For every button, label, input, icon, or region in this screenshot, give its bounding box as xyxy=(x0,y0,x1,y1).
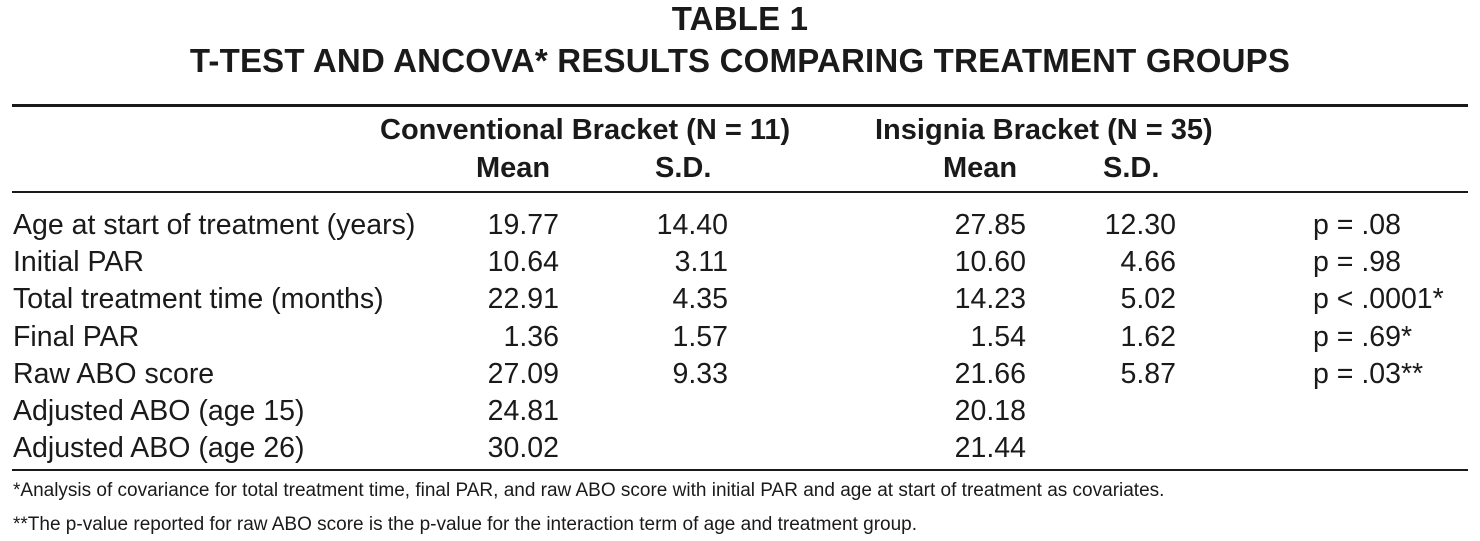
footnote-p-value: **The p-value reported for raw ABO score… xyxy=(13,514,918,535)
p-value-cell: p = .98 xyxy=(1313,246,1401,278)
table-row: Raw ABO score 27.09 9.33 21.66 5.87 p = … xyxy=(0,360,1480,397)
conventional-sd-header: S.D. xyxy=(655,152,712,184)
row-label: Adjusted ABO (age 15) xyxy=(13,395,305,427)
conventional-sd-cell: 9.33 xyxy=(672,358,728,390)
table-row: Total treatment time (months) 22.91 4.35… xyxy=(0,285,1480,322)
conventional-mean-cell: 27.09 xyxy=(487,358,559,390)
conventional-sd-cell: 3.11 xyxy=(674,246,728,278)
conventional-mean-header: Mean xyxy=(476,152,551,184)
conventional-sd-cell: 1.57 xyxy=(672,321,728,353)
conventional-mean-cell: 1.36 xyxy=(503,321,559,353)
insignia-mean-cell: 21.66 xyxy=(954,358,1026,390)
insignia-mean-cell: 10.60 xyxy=(954,246,1026,278)
insignia-mean-header: Mean xyxy=(943,152,1018,184)
row-label: Initial PAR xyxy=(13,246,144,278)
insignia-mean-cell: 14.23 xyxy=(954,283,1026,315)
conventional-sd-cell: 14.40 xyxy=(656,209,728,241)
table-subtitle: T-TEST AND ANCOVA* RESULTS COMPARING TRE… xyxy=(189,42,1291,79)
insignia-sd-cell: 1.62 xyxy=(1120,321,1176,353)
insignia-sd-cell: 5.87 xyxy=(1120,358,1176,390)
p-value-cell: p = .69* xyxy=(1313,321,1413,353)
insignia-sd-cell: 4.66 xyxy=(1120,246,1176,278)
table-row: Age at start of treatment (years) 19.77 … xyxy=(0,211,1480,248)
table-row: Final PAR 1.36 1.57 1.54 1.62 p = .69* xyxy=(0,323,1480,360)
insignia-mean-cell: 20.18 xyxy=(954,395,1026,427)
table-row: Initial PAR 10.64 3.11 10.60 4.66 p = .9… xyxy=(0,248,1480,285)
p-value-cell: p < .0001* xyxy=(1313,283,1444,315)
insignia-mean-cell: 27.85 xyxy=(954,209,1026,241)
insignia-sd-header: S.D. xyxy=(1103,152,1160,184)
insignia-sd-cell: 5.02 xyxy=(1120,283,1176,315)
table-row: Adjusted ABO (age 26) 30.02 21.44 xyxy=(0,434,1480,471)
conventional-mean-cell: 22.91 xyxy=(487,283,559,315)
row-label: Raw ABO score xyxy=(13,358,215,390)
row-label: Total treatment time (months) xyxy=(13,283,384,315)
row-label: Adjusted ABO (age 26) xyxy=(13,432,305,464)
conventional-sd-cell: 4.35 xyxy=(672,283,728,315)
header-rule xyxy=(12,191,1468,193)
top-rule xyxy=(12,104,1468,107)
p-value-cell: p = .03** xyxy=(1313,358,1424,390)
conventional-mean-cell: 10.64 xyxy=(487,246,559,278)
footnote-ancova: *Analysis of covariance for total treatm… xyxy=(13,480,1165,501)
row-label: Final PAR xyxy=(13,321,140,353)
insignia-mean-cell: 1.54 xyxy=(970,321,1026,353)
conventional-mean-cell: 24.81 xyxy=(487,395,559,427)
row-label: Age at start of treatment (years) xyxy=(13,209,416,241)
table-row: Adjusted ABO (age 15) 24.81 20.18 xyxy=(0,397,1480,434)
conventional-mean-cell: 30.02 xyxy=(487,432,559,464)
conventional-mean-cell: 19.77 xyxy=(487,209,559,241)
group-header-insignia: Insignia Bracket (N = 35) xyxy=(875,114,1213,146)
table-title: TABLE 1 xyxy=(671,0,809,37)
insignia-mean-cell: 21.44 xyxy=(954,432,1026,464)
p-value-cell: p = .08 xyxy=(1313,209,1401,241)
group-header-conventional: Conventional Bracket (N = 11) xyxy=(380,114,791,146)
insignia-sd-cell: 12.30 xyxy=(1104,209,1176,241)
bottom-rule xyxy=(12,469,1468,471)
